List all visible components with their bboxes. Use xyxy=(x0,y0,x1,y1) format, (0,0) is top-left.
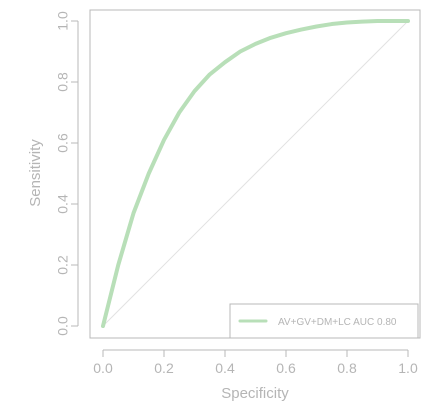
x-tick-label: 0.2 xyxy=(154,360,174,376)
roc-series-line xyxy=(101,19,410,328)
y-tick-label: 0.4 xyxy=(55,194,71,214)
reference-diagonal-line xyxy=(102,20,409,327)
y-axis: 0.0 0.2 0.4 0.6 0.8 1.0 xyxy=(55,11,79,336)
x-axis-label: Specificity xyxy=(221,385,289,402)
y-tick-label: 0.2 xyxy=(55,255,71,275)
y-tick-label: 0.8 xyxy=(55,72,71,92)
x-tick-label: 0.4 xyxy=(215,360,235,376)
x-tick-label: 0.0 xyxy=(93,360,113,376)
legend-label: AV+GV+DM+LC AUC 0.80 xyxy=(278,317,397,328)
x-tick-label: 1.0 xyxy=(398,360,418,376)
y-tick-label: 0.6 xyxy=(55,133,71,153)
y-tick-label: 1.0 xyxy=(55,11,71,31)
x-tick-label: 0.8 xyxy=(337,360,357,376)
legend: AV+GV+DM+LC AUC 0.80 xyxy=(229,303,419,339)
x-tick-label: 0.6 xyxy=(276,360,296,376)
y-tick-label: 0.0 xyxy=(55,316,71,336)
x-axis: 0.0 0.2 0.4 0.6 0.8 1.0 xyxy=(93,349,418,376)
y-axis-label: Sensitivity xyxy=(27,139,44,207)
